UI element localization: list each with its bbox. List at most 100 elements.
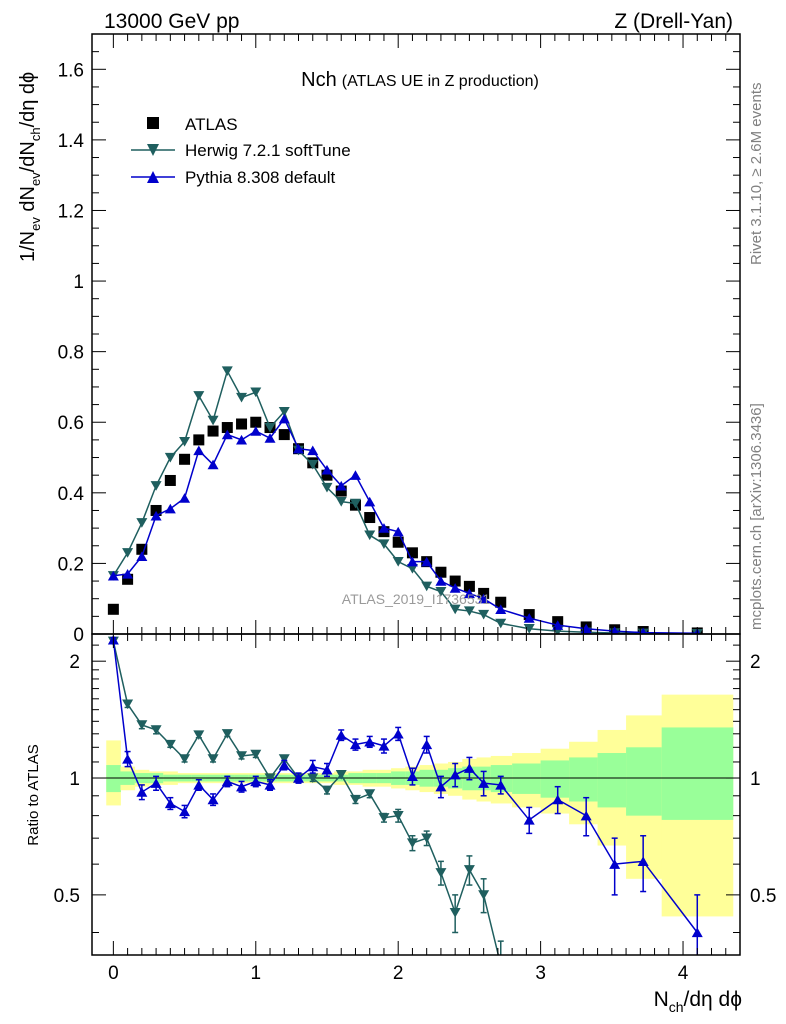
- pythia-ratio-point: [421, 739, 433, 750]
- herwig-ratio-point: [478, 890, 490, 900]
- herwig-main-point: [250, 387, 262, 398]
- herwig-main-point: [449, 604, 461, 615]
- herwig-main-point: [264, 422, 276, 433]
- herwig-ratio-point: [136, 720, 148, 730]
- pythia-main-point: [321, 464, 333, 475]
- atlas-data-point: [221, 422, 233, 434]
- xlabel-part-3: /dη dϕ: [684, 988, 742, 1011]
- herwig-ratio-point: [421, 833, 433, 844]
- herwig-ratio-point: [221, 729, 233, 739]
- uncertainty-band-inner: [512, 763, 542, 794]
- pythia-main-point: [193, 445, 205, 456]
- pythia-ratio-point: [392, 728, 404, 739]
- atlas-data-point: [107, 603, 119, 615]
- herwig-ratio-point: [392, 810, 404, 821]
- pythia-ratio-point: [378, 740, 390, 751]
- herwig-main-point: [421, 581, 433, 592]
- herwig-ratio-point: [207, 754, 219, 764]
- ratio-y-tick-label: 0.5: [54, 886, 80, 907]
- atlas-data-point: [364, 512, 376, 524]
- pythia-ratio-point: [193, 779, 205, 790]
- legend-atlas-marker: [147, 117, 159, 129]
- main-y-tick-label: 0.6: [58, 413, 84, 434]
- atlas-data-point: [478, 587, 490, 599]
- pythia-ratio-point: [122, 753, 134, 764]
- herwig-main-point: [406, 564, 418, 574]
- herwig-main-point: [463, 606, 475, 617]
- herwig-ratio-point: [349, 794, 361, 805]
- pythia-main-point: [164, 503, 176, 514]
- herwig-main-point: [136, 518, 148, 528]
- herwig-main-line: [112, 369, 698, 634]
- pythia-main-point: [392, 526, 404, 537]
- atlas-data-point: [236, 418, 248, 430]
- pythia-ratio-line: [112, 639, 698, 933]
- x-axis-label: Nch/dη dϕ: [654, 988, 742, 1015]
- xlabel-part-1: N: [654, 988, 669, 1011]
- legend-atlas-label: ATLAS: [185, 115, 238, 134]
- herwig-ratio-point: [449, 907, 461, 918]
- atlas-data-point: [250, 416, 262, 428]
- pythia-ratio-point: [221, 776, 233, 787]
- atlas-data-point: [193, 434, 205, 446]
- pythia-main-point: [278, 413, 290, 424]
- herwig-main-point: [435, 586, 447, 597]
- herwig-main-point: [221, 366, 233, 377]
- ylabel-part-5: /dN: [17, 141, 39, 172]
- ylabel-part-3: dN: [17, 186, 39, 217]
- pythia-main-point: [207, 459, 219, 470]
- herwig-main-point: [122, 548, 134, 558]
- uncertainty-band-inner: [597, 753, 627, 808]
- mcplots-label: mcplots.cern.ch [arXiv:1306.3436]: [748, 403, 765, 630]
- pythia-ratio-point: [293, 773, 305, 783]
- pythia-main-point: [150, 510, 162, 521]
- legend: ATLAS Herwig 7.2.1 softTune Pythia 8.308…: [131, 115, 351, 187]
- pythia-ratio-point: [552, 794, 564, 805]
- atlas-data-point: [392, 536, 404, 548]
- pythia-main-point: [523, 613, 535, 623]
- legend-herwig-marker: [147, 144, 159, 156]
- ylabel-part-1: 1/N: [17, 231, 39, 262]
- herwig-ratio-point: [435, 868, 447, 878]
- pythia-main-point: [349, 470, 361, 480]
- pythia-main-point: [293, 443, 305, 454]
- herwig-main-point: [349, 498, 361, 509]
- main-y-tick-label: 0.4: [58, 484, 85, 505]
- ratio-y-tick-label: 2: [69, 652, 80, 673]
- herwig-main-point: [193, 391, 205, 401]
- atlas-data-point: [207, 425, 219, 437]
- pythia-ratio-point: [609, 859, 621, 869]
- pythia-main-point: [421, 556, 433, 567]
- herwig-ratio-point: [378, 813, 390, 823]
- herwig-main-point: [207, 415, 219, 426]
- pythia-main-point: [250, 426, 262, 436]
- pythia-main-point: [478, 593, 490, 604]
- process-label: Z (Drell-Yan): [614, 10, 733, 33]
- herwig-ratio-point: [278, 754, 290, 764]
- pythia-main-line: [113, 417, 698, 634]
- ratio-plot-area: [92, 634, 740, 955]
- plot-title-sub: (ATLAS UE in Z production): [342, 73, 539, 90]
- herwig-main-point: [150, 481, 162, 491]
- pythia-ratio-point: [406, 771, 418, 782]
- pythia-main-point: [435, 576, 447, 586]
- atlas-data-point: [321, 469, 333, 481]
- herwig-main-point: [278, 406, 290, 417]
- pythia-ratio-point: [150, 778, 162, 788]
- pythia-ratio-point: [495, 779, 507, 790]
- herwig-ratio-point: [264, 773, 276, 783]
- main-y-tick-label: 0: [73, 625, 84, 646]
- herwig-ratio-line: [112, 641, 500, 955]
- herwig-main-point: [478, 609, 490, 620]
- main-y-tick-label: 0.2: [58, 554, 84, 575]
- pythia-main-point: [610, 626, 620, 634]
- pythia-ratio-point: [236, 781, 248, 792]
- pythia-ratio-point: [164, 798, 176, 809]
- herwig-main-point: [378, 539, 390, 549]
- pythia-ratio-point: [307, 761, 319, 772]
- pythia-ratio-point: [278, 760, 290, 770]
- x-tick-label: 4: [678, 963, 689, 984]
- herwig-ratio-point: [193, 730, 205, 741]
- atlas-data-point: [122, 573, 134, 585]
- pythia-main-point: [463, 588, 475, 599]
